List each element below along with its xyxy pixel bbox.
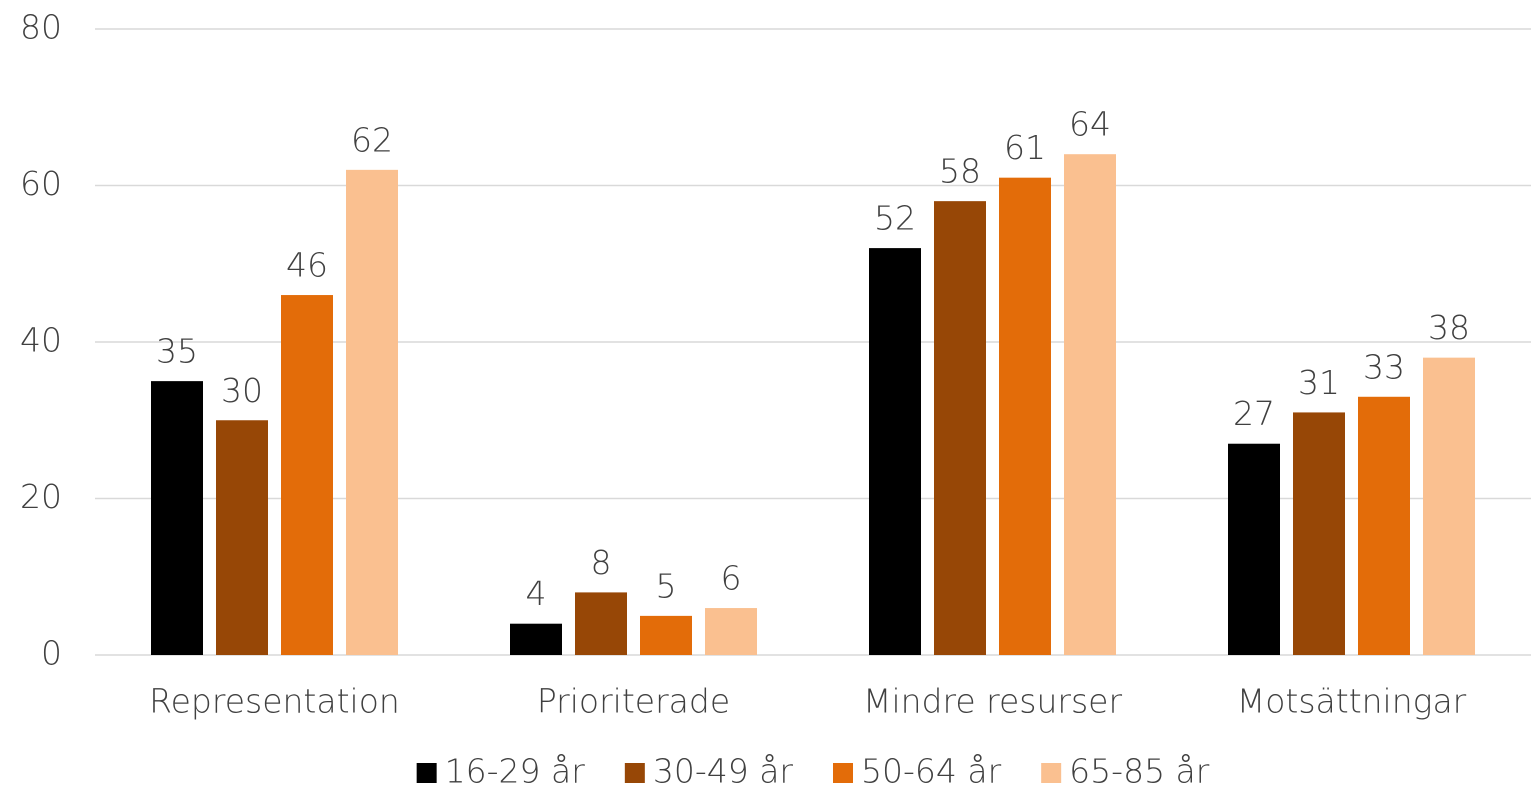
legend-label: 65-85 år (1069, 752, 1210, 791)
bar (705, 608, 757, 655)
data-label: 6 (721, 559, 742, 598)
x-tick-label: Mindre resurser (863, 682, 1122, 721)
bar (1064, 154, 1116, 655)
data-label: 64 (1069, 105, 1111, 144)
data-label: 27 (1233, 394, 1275, 433)
legend-label: 16-29 år (445, 752, 586, 791)
data-label: 58 (939, 152, 981, 191)
bar (151, 381, 203, 655)
data-label: 4 (526, 574, 547, 613)
bar (1423, 357, 1475, 655)
legend-swatch (416, 763, 437, 783)
bar (934, 201, 986, 655)
data-label: 5 (656, 566, 677, 605)
bar (999, 177, 1051, 656)
y-tick-label: 0 (41, 634, 62, 673)
data-label: 33 (1363, 347, 1405, 386)
y-tick-label: 20 (20, 477, 62, 516)
y-tick-label: 60 (20, 164, 62, 203)
x-tick-label: Motsättningar (1237, 682, 1467, 721)
legend-swatch (1041, 763, 1062, 783)
y-tick-label: 40 (20, 321, 62, 360)
data-label: 46 (286, 246, 328, 285)
bar (510, 623, 562, 655)
legend-swatch (833, 763, 853, 783)
data-label: 61 (1004, 128, 1046, 167)
data-label: 8 (591, 543, 612, 582)
bar (869, 248, 921, 655)
x-tick-label: Prioriterade (537, 682, 730, 721)
bar (346, 169, 398, 655)
bar (1293, 412, 1345, 655)
legend-label: 30-49 år (653, 752, 794, 791)
data-label: 52 (874, 199, 916, 238)
bar (640, 615, 692, 655)
bar (216, 420, 268, 655)
data-label: 38 (1428, 308, 1470, 347)
y-tick-label: 80 (20, 8, 62, 47)
bar (281, 295, 333, 655)
bar (1358, 396, 1410, 655)
bar (1228, 443, 1280, 655)
x-tick-label: Representation (149, 682, 400, 721)
data-label: 62 (351, 120, 393, 159)
bar (575, 592, 627, 655)
legend-label: 50-64 år (861, 752, 1002, 791)
legend-swatch (624, 763, 645, 783)
data-label: 31 (1298, 363, 1340, 402)
data-label: 30 (221, 371, 263, 410)
data-label: 35 (156, 332, 198, 371)
